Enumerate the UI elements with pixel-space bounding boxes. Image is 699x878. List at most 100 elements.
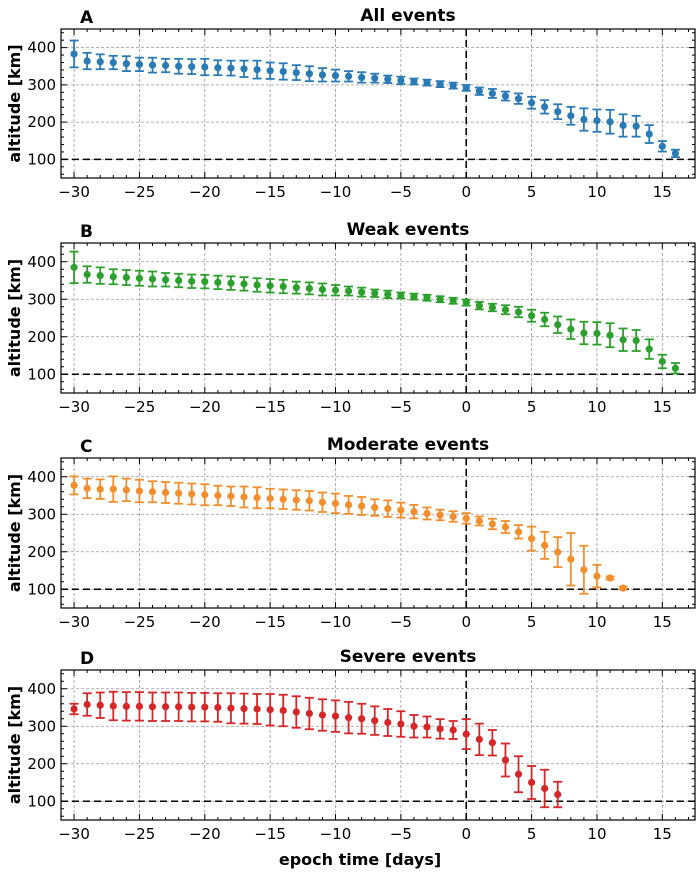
data-point: [449, 726, 457, 734]
data-point: [384, 75, 392, 83]
data-point: [475, 735, 483, 743]
data-point: [148, 703, 157, 711]
data-point: [501, 523, 510, 531]
x-tick-label: −30: [58, 183, 90, 201]
data-point: [201, 63, 209, 71]
data-point: [488, 303, 496, 312]
y-axis-label: altitude [km]: [5, 474, 24, 592]
data-point: [358, 502, 366, 510]
data-point: [83, 57, 91, 65]
data-point: [161, 276, 170, 284]
data-point: [240, 493, 248, 501]
data-point: [501, 92, 510, 100]
data-point: [109, 702, 117, 710]
data-point: [632, 336, 640, 345]
data-point: [83, 484, 91, 492]
y-tick-label: 300: [27, 717, 56, 735]
data-point: [397, 76, 405, 85]
x-tick-label: −30: [58, 398, 90, 416]
data-point: [449, 297, 457, 305]
x-axis-label: epoch time [days]: [279, 850, 441, 869]
data-point: [541, 784, 549, 793]
x-tick-label: 10: [587, 613, 606, 631]
data-point: [593, 117, 601, 125]
data-point: [70, 481, 78, 489]
data-point: [201, 278, 209, 286]
data-point: [658, 142, 666, 150]
data-point: [436, 725, 444, 733]
data-point: [475, 517, 483, 525]
chart-panel-a: −30 −25 −20 −15 −10 −5 0 5 10 15 100 200 300 400 All e…: [5, 6, 696, 201]
data-point: [122, 60, 130, 68]
panel-label: B: [80, 222, 93, 242]
data-point: [527, 535, 536, 543]
data-point: [214, 491, 222, 500]
data-point: [227, 704, 235, 712]
data-point: [527, 778, 536, 787]
data-point: [619, 584, 627, 592]
plot-frame: [60, 457, 696, 609]
data-point: [96, 485, 104, 493]
data-point: [436, 511, 444, 519]
data-point: [175, 276, 183, 285]
data-point: [188, 63, 196, 71]
data-point: [488, 739, 496, 747]
data-point: [175, 62, 183, 70]
x-tick-label: −20: [189, 398, 221, 416]
data-point: [240, 65, 248, 73]
x-tick-label: −5: [390, 825, 412, 843]
data-point: [266, 706, 274, 714]
chart-title: Weak events: [347, 220, 470, 240]
data-point: [397, 720, 405, 728]
data-point: [214, 703, 222, 712]
data-point: [305, 497, 313, 505]
data-point: [423, 79, 431, 87]
data-point: [188, 490, 196, 498]
panel-label: D: [80, 649, 94, 669]
plot-frame: [60, 28, 696, 179]
x-tick-label: −5: [390, 613, 412, 631]
y-tick-label: 100: [27, 150, 56, 168]
data-point: [371, 289, 379, 297]
data-point: [423, 509, 431, 518]
data-point: [253, 281, 261, 289]
x-tick-label: 15: [653, 613, 672, 631]
data-point: [279, 706, 287, 715]
data-point: [436, 80, 444, 88]
data-point: [201, 491, 209, 499]
data-point: [410, 293, 418, 301]
y-tick-label: 100: [27, 792, 56, 810]
y-tick-label: 300: [27, 76, 56, 94]
data-point: [514, 308, 523, 316]
data-point: [527, 312, 536, 320]
data-point: [109, 58, 117, 67]
data-point: [619, 336, 627, 344]
y-tick-label: 300: [27, 290, 56, 308]
data-point: [436, 295, 444, 303]
data-point: [292, 496, 300, 504]
data-point: [671, 364, 679, 372]
data-point: [96, 701, 104, 709]
y-tick-label: 100: [27, 580, 56, 598]
data-point: [122, 486, 130, 494]
x-tick-label: −20: [189, 825, 221, 843]
data-point: [161, 61, 170, 70]
x-tick-label: −5: [390, 398, 412, 416]
y-tick-label: 200: [27, 328, 56, 346]
plot-frame: [60, 669, 696, 821]
y-tick-label: 100: [27, 365, 56, 383]
data-point: [580, 566, 588, 574]
data-point: [541, 541, 549, 549]
data-point: [305, 70, 313, 78]
chart-panel-b: −30 −25 −20 −15 −10 −5 0 5 10 15 100 200 300 400 Weak …: [5, 220, 696, 416]
data-point: [462, 299, 470, 307]
data-point: [397, 506, 405, 514]
data-point: [70, 263, 78, 271]
data-point: [423, 294, 431, 302]
data-point: [567, 555, 575, 563]
data-point: [344, 501, 353, 509]
data-point: [541, 315, 549, 324]
data-point: [122, 273, 130, 282]
data-point: [514, 528, 523, 536]
